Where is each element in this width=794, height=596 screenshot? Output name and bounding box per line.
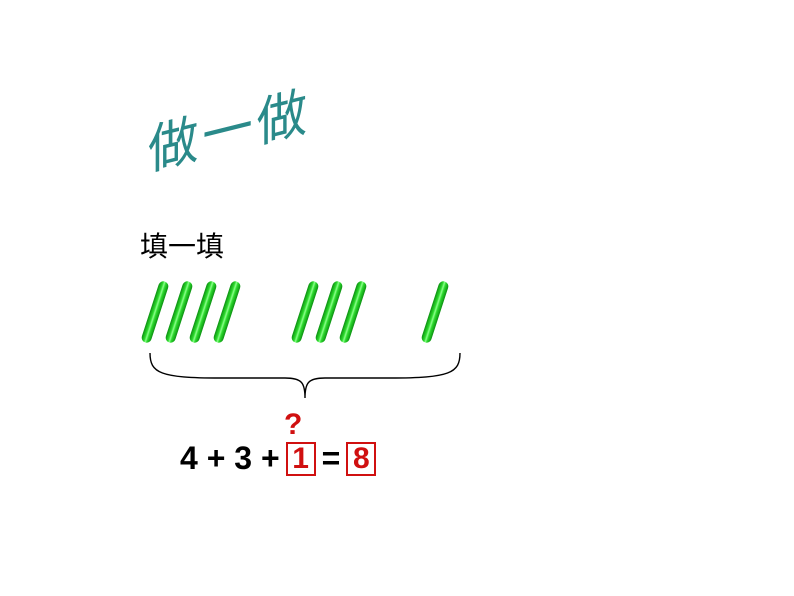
equation-prefix: 4 + 3 + (180, 440, 280, 477)
answer-box-2: 8 (346, 442, 376, 476)
slide-title: 做一做 (133, 71, 314, 184)
question-mark: ? (284, 408, 302, 442)
brace-path (150, 353, 460, 398)
tally-stick (338, 280, 367, 344)
tally-stick (212, 280, 241, 344)
sticks-diagram (150, 280, 470, 350)
answer-box-1: 1 (286, 442, 316, 476)
subtitle: 填一填 (140, 225, 224, 265)
curly-brace (140, 348, 470, 408)
tally-stick (420, 280, 449, 344)
equals-sign: = (322, 440, 341, 477)
equation: 4 + 3 + 1 = 8 (180, 440, 376, 477)
